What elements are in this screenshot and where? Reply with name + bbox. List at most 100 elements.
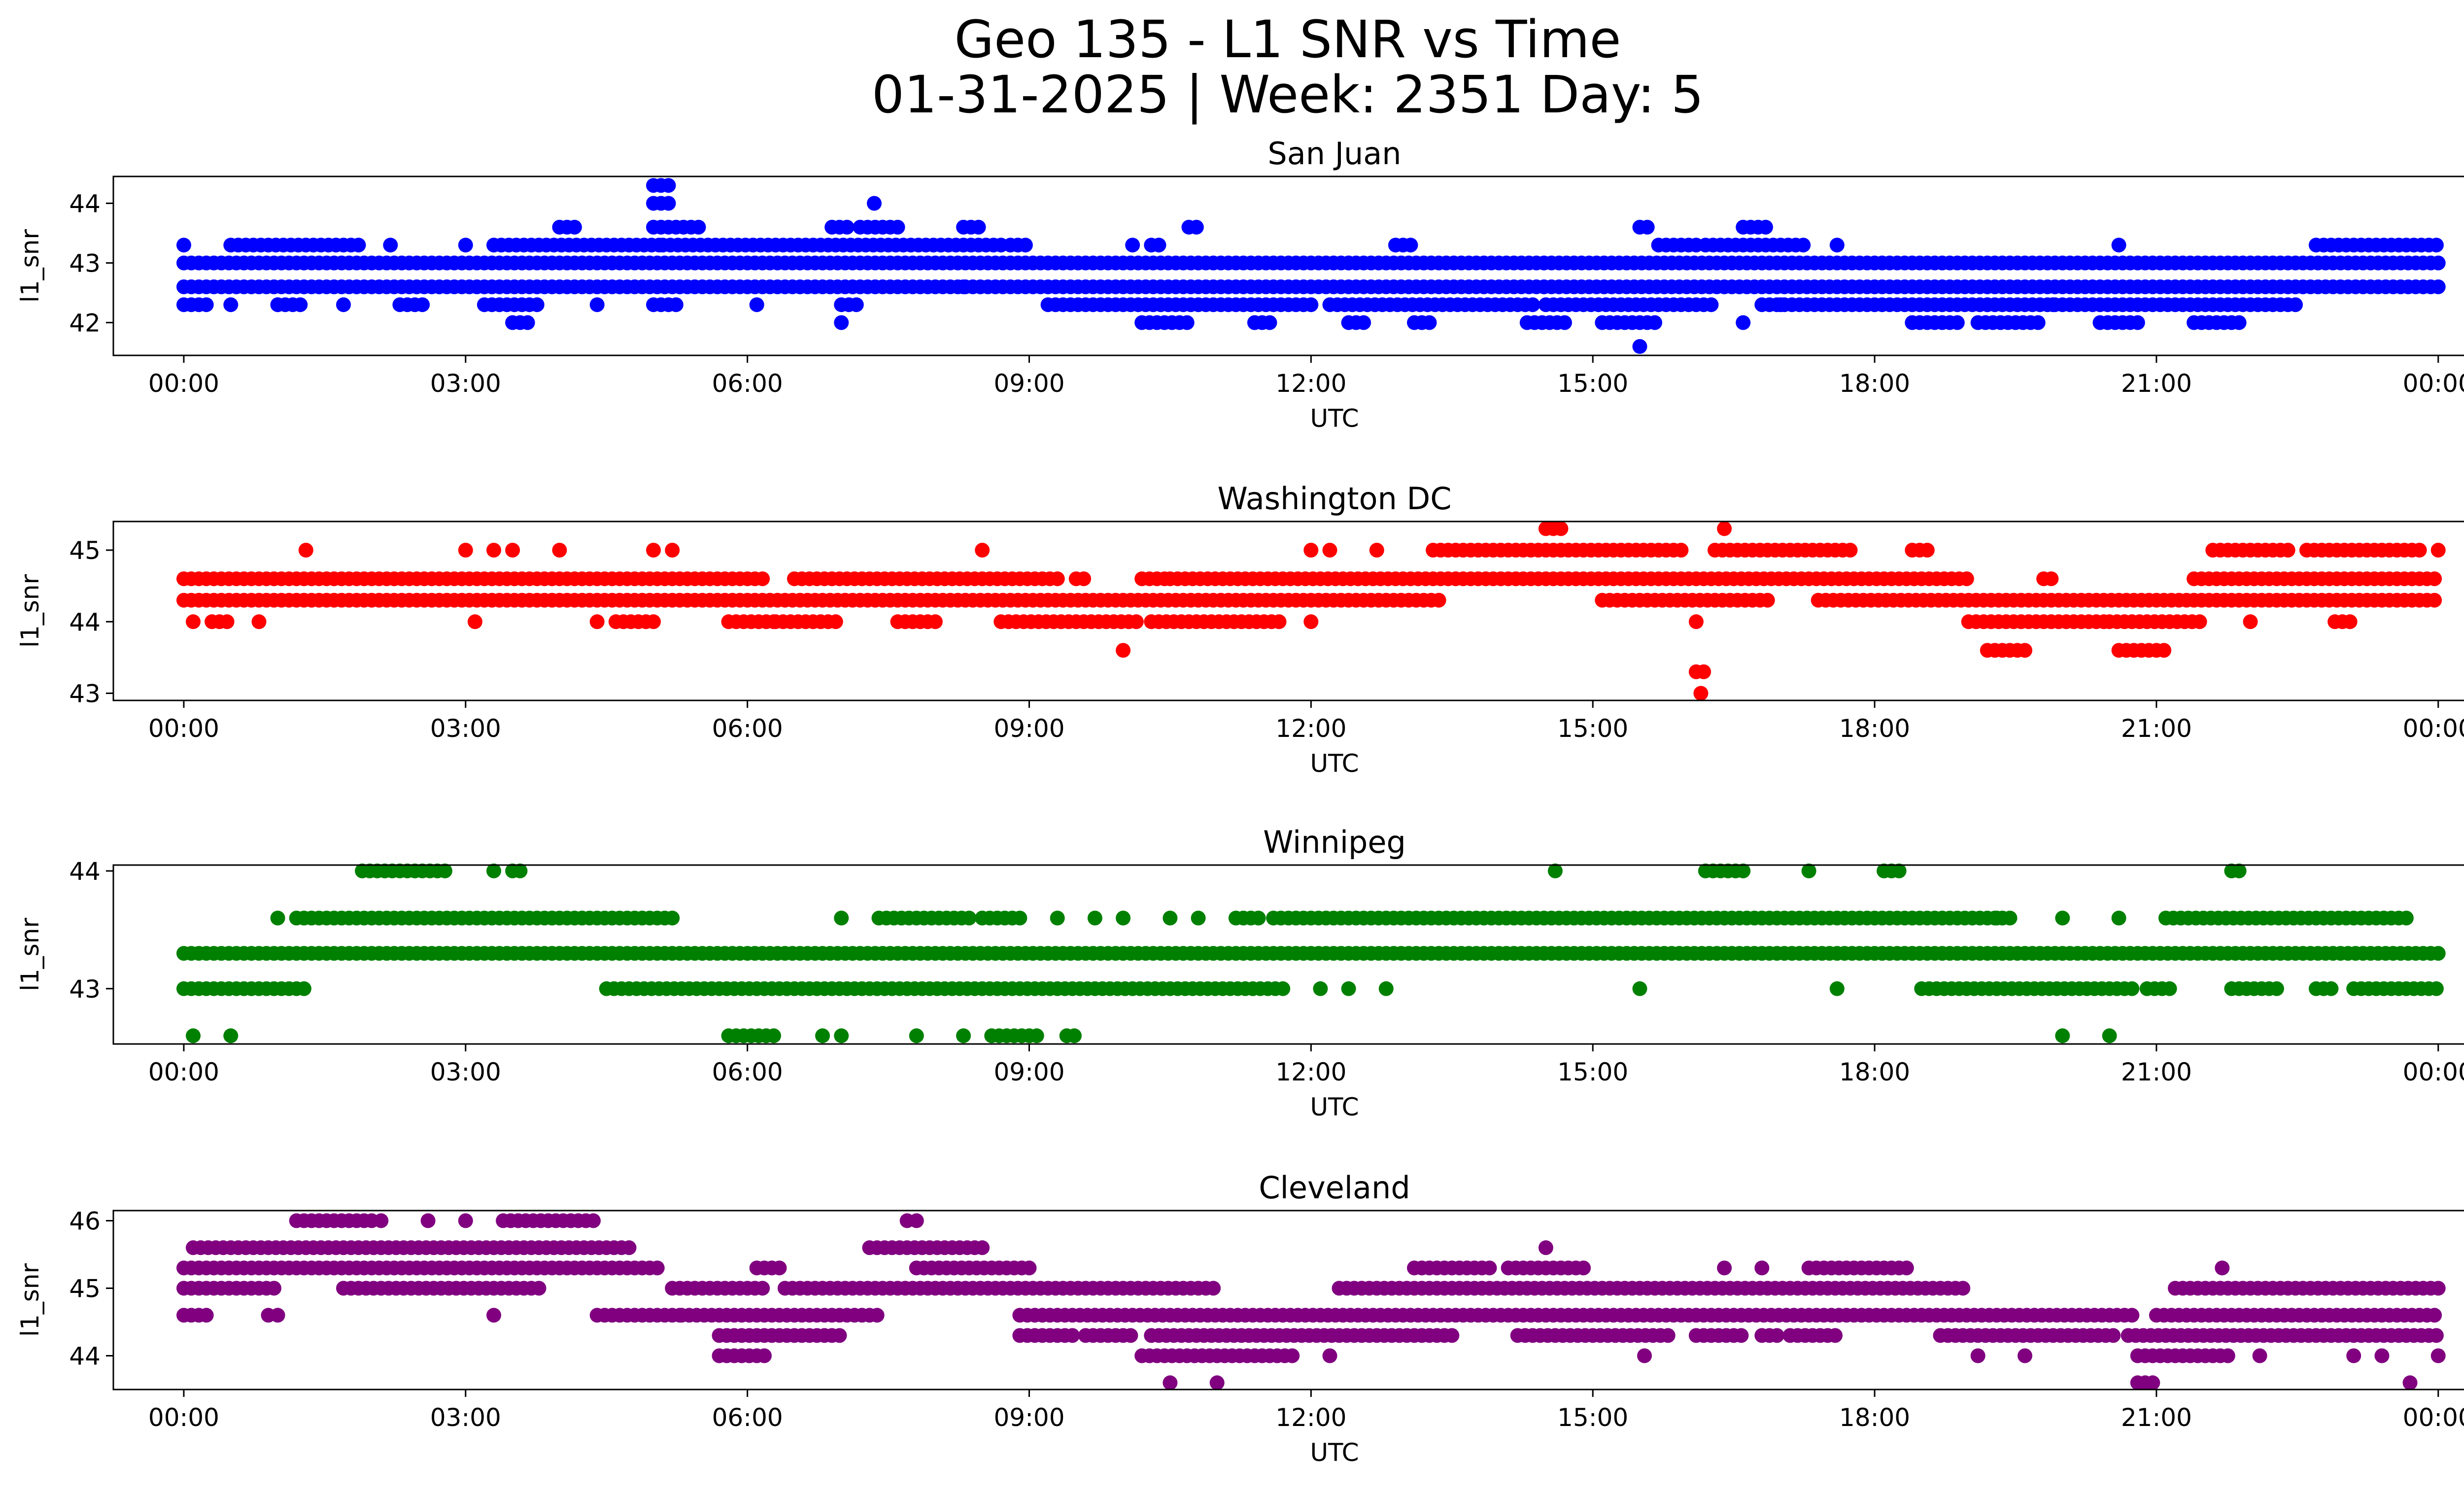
data-point (2430, 279, 2446, 294)
data-point (1369, 543, 1384, 558)
data-point (1674, 543, 1689, 558)
data-point (2018, 643, 2032, 658)
figure-subtitle: 01-31-2025 | Week: 2351 Day: 5 (871, 65, 1704, 125)
data-point (1891, 863, 1907, 878)
data-point (665, 543, 680, 558)
data-point (1065, 1328, 1080, 1343)
data-point (1660, 1328, 1676, 1343)
data-point (646, 614, 661, 629)
data-point (2106, 1328, 2121, 1343)
data-point (1422, 315, 1437, 330)
data-point (2280, 543, 2295, 558)
data-point (834, 1028, 849, 1043)
data-point (2243, 614, 2258, 629)
data-point (1557, 315, 1572, 330)
data-point (834, 315, 849, 330)
data-point (1693, 686, 1709, 701)
data-point (1303, 543, 1319, 558)
data-point (2430, 1281, 2446, 1296)
data-point (351, 238, 366, 253)
data-point (1829, 238, 1845, 253)
x-tick-label: 06:00 (712, 1058, 783, 1086)
data-point (1773, 297, 1788, 313)
x-tick-label: 00:00 (148, 1058, 219, 1086)
subplot-title: Winnipeg (1263, 824, 1406, 860)
data-point (2324, 981, 2339, 996)
data-point (458, 543, 473, 558)
x-tick-label: 12:00 (1275, 1403, 1346, 1432)
data-point (1989, 910, 2004, 926)
x-tick-label: 00:00 (148, 369, 219, 398)
data-point (531, 1281, 547, 1296)
data-point (1538, 1240, 1553, 1255)
data-point (828, 614, 843, 629)
data-point (2427, 592, 2442, 608)
data-point (832, 1328, 847, 1343)
data-point (1275, 981, 1291, 996)
data-point (1341, 255, 1356, 271)
subplot-title: Washington DC (1217, 481, 1451, 517)
data-point (1734, 1328, 1749, 1343)
data-point (621, 1240, 637, 1255)
data-point (975, 1240, 990, 1255)
data-point (219, 614, 235, 629)
data-point (1980, 297, 1995, 313)
data-point (2427, 571, 2442, 587)
data-point (1959, 571, 1974, 587)
data-point (2030, 315, 2046, 330)
data-point (815, 1028, 830, 1043)
data-point (1950, 315, 1965, 330)
data-point (867, 196, 882, 211)
data-point (1322, 1348, 1337, 1363)
y-axis-label: l1_snr (16, 1263, 44, 1337)
data-point (2124, 1308, 2140, 1323)
data-point (1247, 315, 1262, 330)
data-point (486, 543, 501, 558)
data-point (2430, 946, 2446, 961)
data-point (2220, 1348, 2235, 1363)
x-tick-label: 06:00 (712, 714, 783, 743)
data-point (1322, 543, 1337, 558)
x-axis-label: UTC (1310, 404, 1359, 433)
data-point (2430, 255, 2446, 271)
x-tick-label: 00:00 (2403, 1058, 2464, 1086)
data-point (1285, 1348, 1300, 1363)
data-series (176, 178, 2446, 354)
x-axis-label: UTC (1310, 1093, 1359, 1121)
x-tick-label: 21:00 (2121, 714, 2192, 743)
data-point (1262, 315, 1277, 330)
data-point (757, 1348, 772, 1363)
data-point (909, 1213, 924, 1228)
x-tick-label: 00:00 (148, 1403, 219, 1432)
data-point (1553, 521, 1569, 536)
data-point (186, 614, 201, 629)
data-point (1637, 1348, 1652, 1363)
data-point (2231, 863, 2247, 878)
x-tick-label: 03:00 (430, 369, 501, 398)
data-point (961, 910, 977, 926)
data-point (1209, 1375, 1225, 1391)
x-tick-label: 12:00 (1275, 714, 1346, 743)
data-point (1206, 1281, 1221, 1296)
data-point (2231, 315, 2247, 330)
data-point (1163, 1375, 1178, 1391)
data-point (336, 297, 351, 313)
data-point (1303, 297, 1319, 313)
data-point (2430, 543, 2446, 558)
data-point (1050, 571, 1065, 587)
y-axis-label: l1_snr (16, 574, 44, 648)
data-point (766, 1028, 781, 1043)
data-point (661, 196, 676, 211)
data-point (2124, 981, 2140, 996)
data-point (834, 910, 849, 926)
data-point (1303, 614, 1319, 629)
data-point (1829, 981, 1845, 996)
data-point (298, 543, 313, 558)
data-point (1688, 614, 1704, 629)
y-axis-label: l1_snr (16, 229, 44, 303)
data-point (1129, 614, 1144, 629)
data-point (2252, 1348, 2267, 1363)
data-point (1191, 910, 1206, 926)
data-point (505, 543, 520, 558)
data-point (415, 297, 430, 313)
